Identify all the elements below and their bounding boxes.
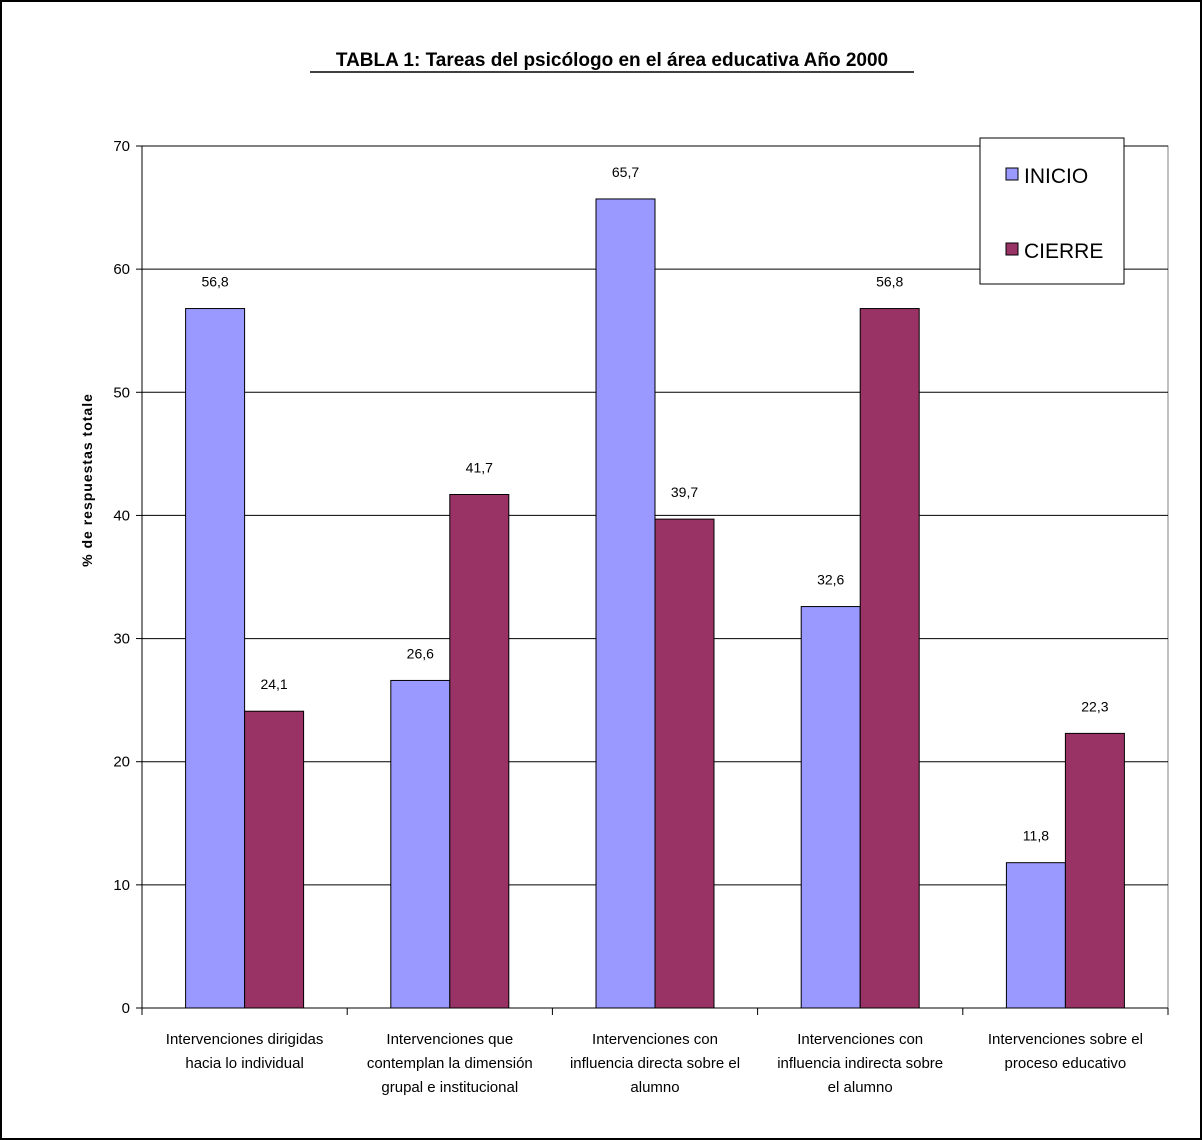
data-label: 26,6 [407,645,434,661]
x-category-label: Intervenciones que contemplan la dimensió… [367,1031,533,1096]
y-tick-label: 70 [113,138,130,155]
bar-inicio [185,308,246,1009]
data-label: 56,8 [201,274,228,290]
y-tick-label: 60 [113,261,130,278]
y-axis-label: % de respuestas totale [79,393,95,567]
x-category-label: Intervenciones sobre el proceso educativo [988,1031,1143,1072]
bar-cierre [654,518,715,1009]
bar-inicio [595,198,656,1009]
legend-swatch-inicio [1005,167,1019,181]
data-label: 32,6 [817,572,844,588]
bar-inicio [800,606,861,1009]
data-label: 65,7 [612,164,639,180]
data-label: 11,8 [1023,828,1049,844]
data-label: 39,7 [671,484,698,500]
bar-cierre [244,710,305,1009]
legend-swatch-cierre [1005,242,1019,256]
y-tick-label: 10 [113,877,130,894]
y-tick-label: 50 [113,384,130,401]
x-category-label: Intervenciones con influencia directa sob… [570,1031,740,1096]
bar-cierre [449,493,510,1009]
x-category-label: Intervenciones dirigidas hacia lo individ… [166,1031,324,1072]
bar-cierre [1064,732,1125,1009]
y-tick-label: 40 [113,507,130,524]
legend-box [979,137,1125,285]
y-tick-label: 20 [113,754,130,771]
legend-label-inicio: INICIO [1024,165,1088,188]
data-label: 56,8 [876,274,903,290]
data-label: 24,1 [260,676,287,692]
chart-title: TABLA 1: Tareas del psicólogo en el área… [336,50,888,71]
bar-cierre [859,308,920,1009]
legend-label-cierre: CIERRE [1024,240,1103,263]
plot-area: 0 10 20 30 40 50 60 70 56,8 24,1 Intervenciones di… [113,138,1169,1096]
y-tick-label: 30 [113,631,130,648]
data-label: 41,7 [466,459,493,475]
bar-inicio [1005,862,1066,1009]
legend: INICIO CIERRE [979,137,1125,285]
x-category-label: Intervenciones con influencia indirecta s… [777,1031,943,1096]
bar-inicio [390,679,451,1009]
data-label: 22,3 [1081,698,1108,714]
y-tick-label: 0 [122,1000,130,1017]
